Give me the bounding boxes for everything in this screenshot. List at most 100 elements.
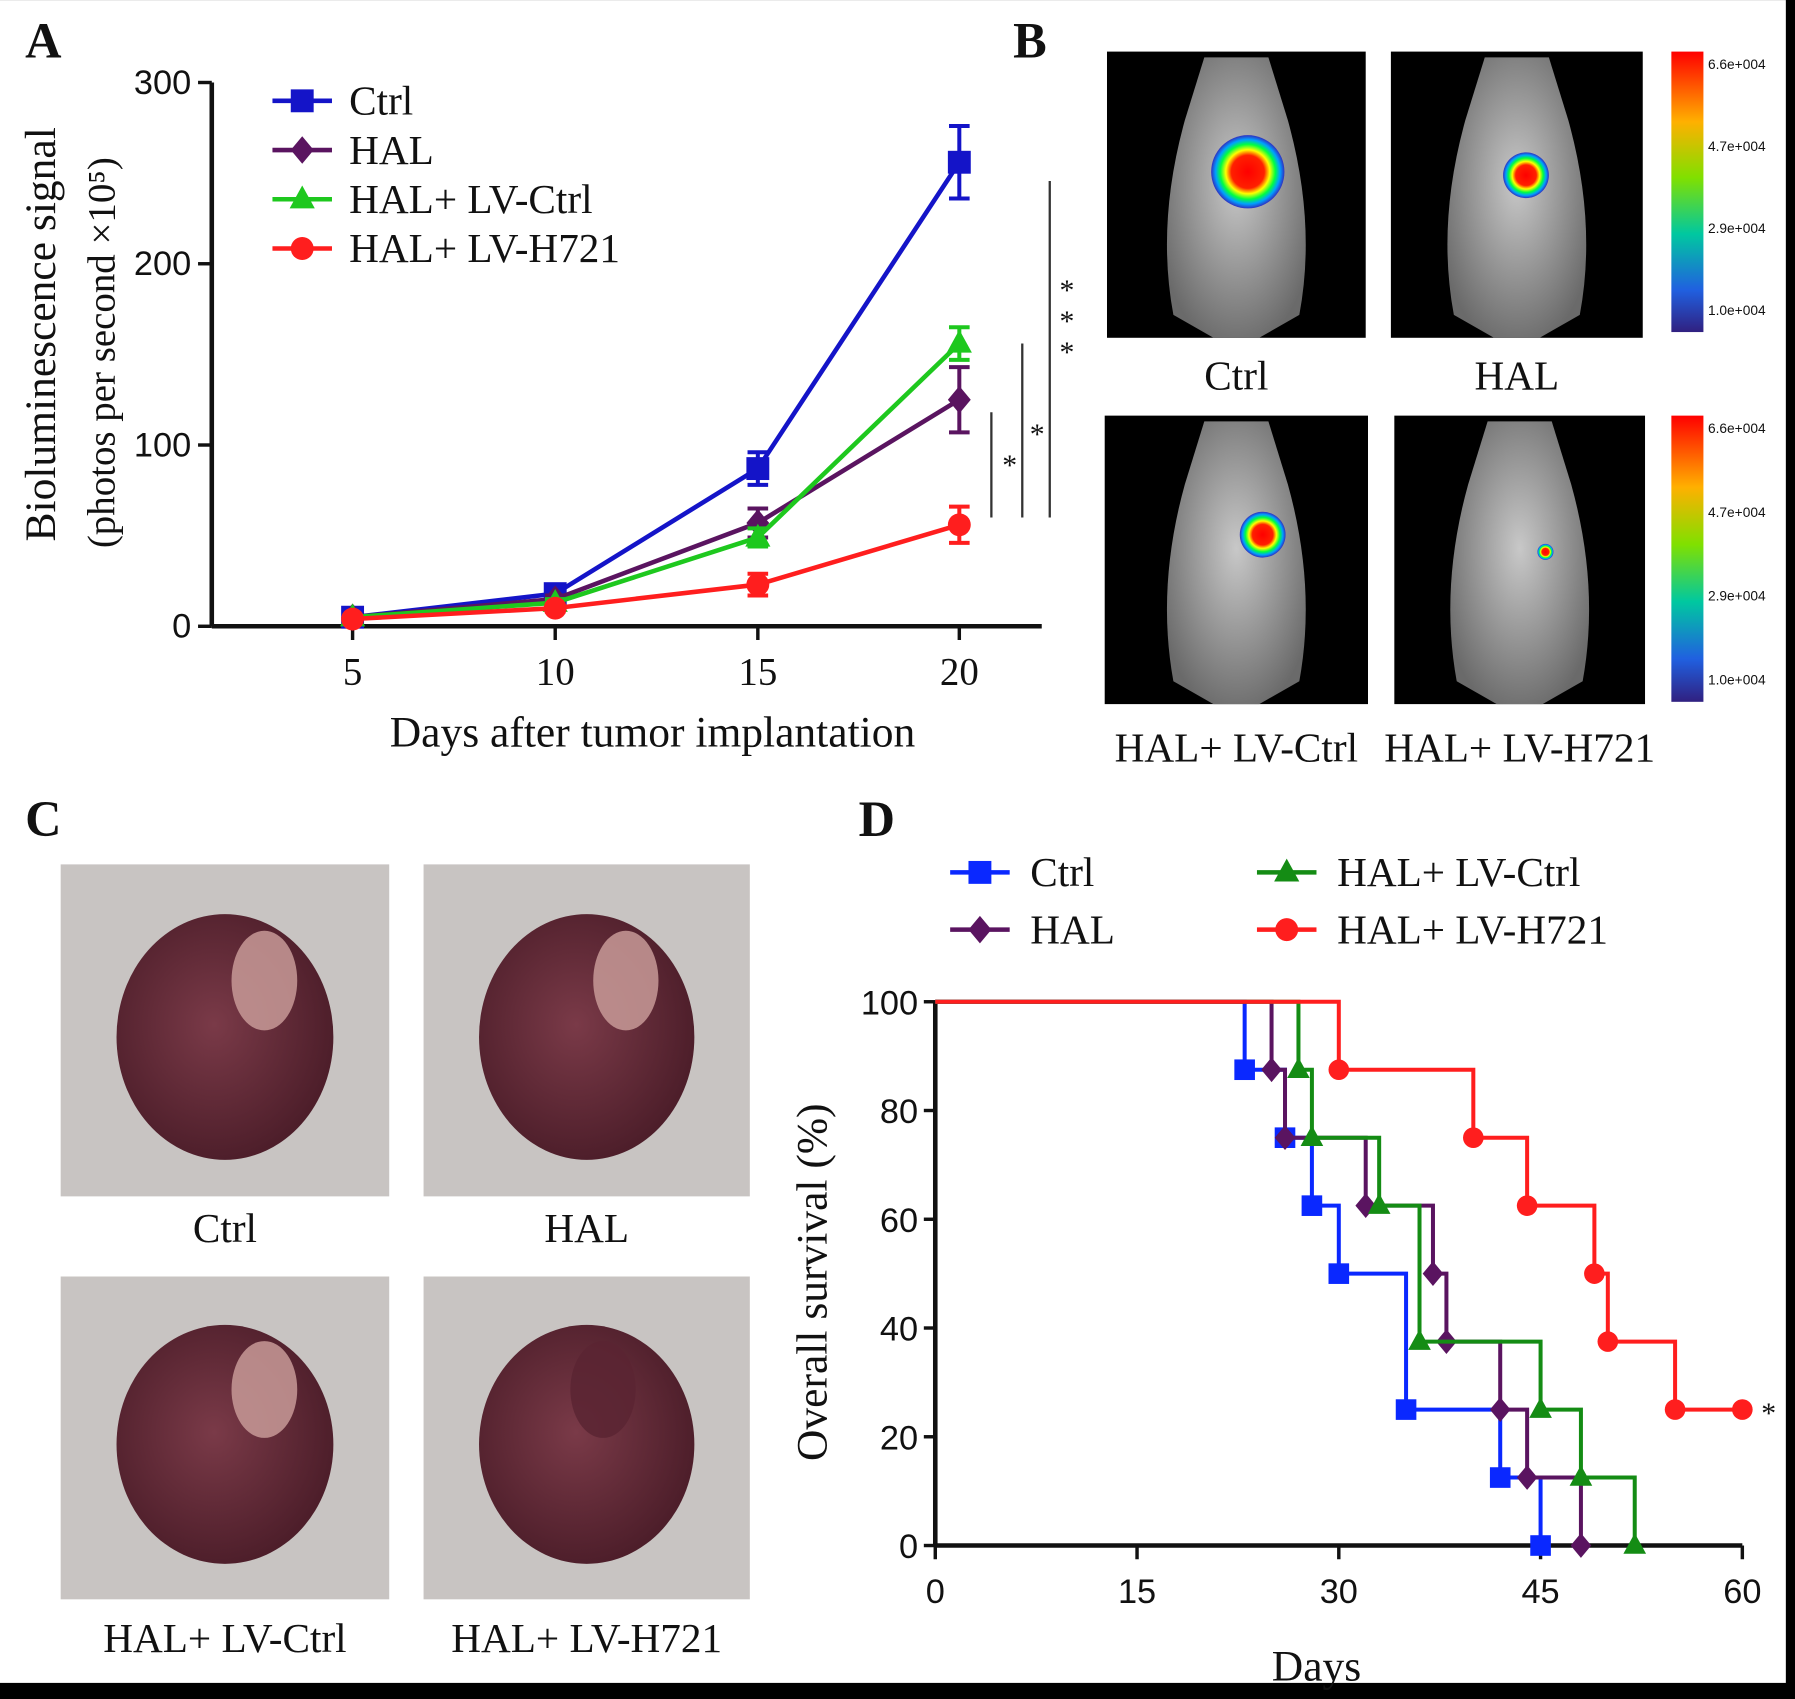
data-point <box>1328 1263 1350 1284</box>
data-point <box>1530 1535 1551 1556</box>
panel-b-imaging: Ctrl HAL HAL+ LV-Ctrl HAL+ LV-H721 6.6e+004 4… <box>1104 51 1766 770</box>
survival-curve <box>935 999 1743 1412</box>
photo-label: Ctrl <box>193 1205 257 1251</box>
panel-label-c: C <box>25 791 61 847</box>
legend-marker <box>968 860 992 884</box>
data-point <box>745 523 771 547</box>
data-point <box>1287 1057 1310 1078</box>
legend-label: HAL+ LV-H721 <box>349 225 620 271</box>
bioluminescence-signal <box>1503 152 1549 199</box>
photo-label: HAL+ LV-H721 <box>451 1615 722 1661</box>
y-tick-label: 200 <box>134 245 191 283</box>
panel-label-d: D <box>859 791 895 847</box>
panel-c-livers: Ctrl HAL HAL+ LV-Ctrl HAL+ LV-H721 <box>60 864 750 1661</box>
data-point <box>543 596 567 620</box>
panel-label-a: A <box>25 12 61 68</box>
data-point <box>1597 1331 1619 1352</box>
legend-label: HAL+ LV-Ctrl <box>349 176 592 222</box>
legend-label: HAL+ LV-H721 <box>1337 906 1608 952</box>
data-point <box>1516 1195 1538 1216</box>
y-tick-label: 300 <box>134 64 191 102</box>
y-tick-label: 40 <box>880 1311 918 1349</box>
liver <box>116 1324 334 1564</box>
legend-marker <box>1275 918 1299 942</box>
significance-label: * <box>1059 336 1074 369</box>
data-point <box>1261 1057 1282 1083</box>
colorbar-label: 2.9e+004 <box>1708 221 1766 236</box>
data-point <box>1463 1127 1484 1148</box>
image-label: HAL <box>1474 352 1559 398</box>
series-line <box>352 160 962 620</box>
x-tick-label: 5 <box>343 651 362 694</box>
y-tick-label: 100 <box>861 984 918 1022</box>
data-point <box>1584 1263 1605 1284</box>
legend-label: Ctrl <box>349 78 413 124</box>
data-point <box>947 150 971 174</box>
data-point <box>1408 1329 1431 1350</box>
colorbar-label: 4.7e+004 <box>1708 139 1766 154</box>
x-tick-label: 15 <box>738 651 777 694</box>
data-point <box>1300 1125 1324 1146</box>
bioluminescence-signal <box>1537 543 1554 560</box>
bioluminescence-signal <box>1239 511 1286 558</box>
mouse-silhouette <box>1166 421 1306 705</box>
significance-label: * <box>1059 305 1074 338</box>
y-axis-label: Bioluminescence signal <box>17 127 65 541</box>
data-point <box>1529 1397 1552 1418</box>
tumor <box>231 930 298 1031</box>
colorbar-label: 4.7e+004 <box>1708 505 1766 520</box>
legend-marker <box>290 89 314 113</box>
tumor <box>231 1341 298 1438</box>
liver <box>479 914 695 1160</box>
x-tick-label: 15 <box>1118 1573 1156 1611</box>
data-point <box>1234 1059 1255 1081</box>
legend-label: HAL <box>349 127 434 173</box>
data-point <box>1569 1465 1593 1486</box>
significance-label: * <box>1002 449 1017 482</box>
panel-label-b: B <box>1013 12 1047 68</box>
bioluminescence-signal <box>1211 135 1285 209</box>
chart-d: 0 20 40 60 80 100 0 15 30 45 60 Days Overall surviva… <box>789 849 1777 1690</box>
y-axis-label: Overall survival (%) <box>789 1103 837 1461</box>
y-tick-label: 100 <box>134 426 191 464</box>
legend-marker <box>289 185 315 209</box>
x-tick-label: 60 <box>1723 1573 1761 1611</box>
legend-label: Ctrl <box>1030 849 1094 895</box>
x-tick-label: 30 <box>1320 1573 1358 1611</box>
photo-label: HAL <box>544 1205 629 1251</box>
image-label: Ctrl <box>1204 352 1268 398</box>
data-point <box>746 457 770 481</box>
x-axis-label: Days <box>1272 1643 1361 1691</box>
y-tick-label: 0 <box>899 1528 918 1566</box>
tumor <box>593 930 659 1031</box>
series-line <box>352 341 961 620</box>
survival-curve <box>935 999 1543 1546</box>
x-tick-label: 45 <box>1521 1573 1559 1611</box>
x-tick-label: 10 <box>536 651 575 694</box>
data-point <box>1732 1399 1753 1420</box>
series-line <box>352 522 960 622</box>
image-label: HAL+ LV-Ctrl <box>1115 724 1358 770</box>
data-point <box>1395 1399 1417 1420</box>
y-tick-label: 80 <box>880 1093 918 1131</box>
colorbar-label: 2.9e+004 <box>1708 589 1766 604</box>
legend-marker <box>1274 858 1300 882</box>
y-axis-label-units: (photos per second ×10⁵) <box>80 157 123 548</box>
data-point <box>947 513 971 537</box>
chart-a: 0 100 200 300 5 10 15 20 Days after tumor implan… <box>17 64 1074 757</box>
colorbar <box>1671 51 1704 333</box>
y-tick-label: 20 <box>880 1419 918 1457</box>
photo-label: HAL+ LV-Ctrl <box>103 1615 346 1661</box>
data-point <box>947 385 971 414</box>
colorbar <box>1671 415 1704 702</box>
data-point <box>1489 1467 1511 1488</box>
colorbar-label: 1.0e+004 <box>1708 673 1766 688</box>
significance-label: * <box>1761 1397 1776 1430</box>
significance-label: * <box>1030 418 1045 451</box>
x-tick-label: 0 <box>926 1573 945 1611</box>
data-point <box>341 607 365 631</box>
x-axis-label: Days after tumor implantation <box>390 708 916 756</box>
significance-label: * <box>1059 274 1074 307</box>
data-point <box>1328 1059 1350 1081</box>
